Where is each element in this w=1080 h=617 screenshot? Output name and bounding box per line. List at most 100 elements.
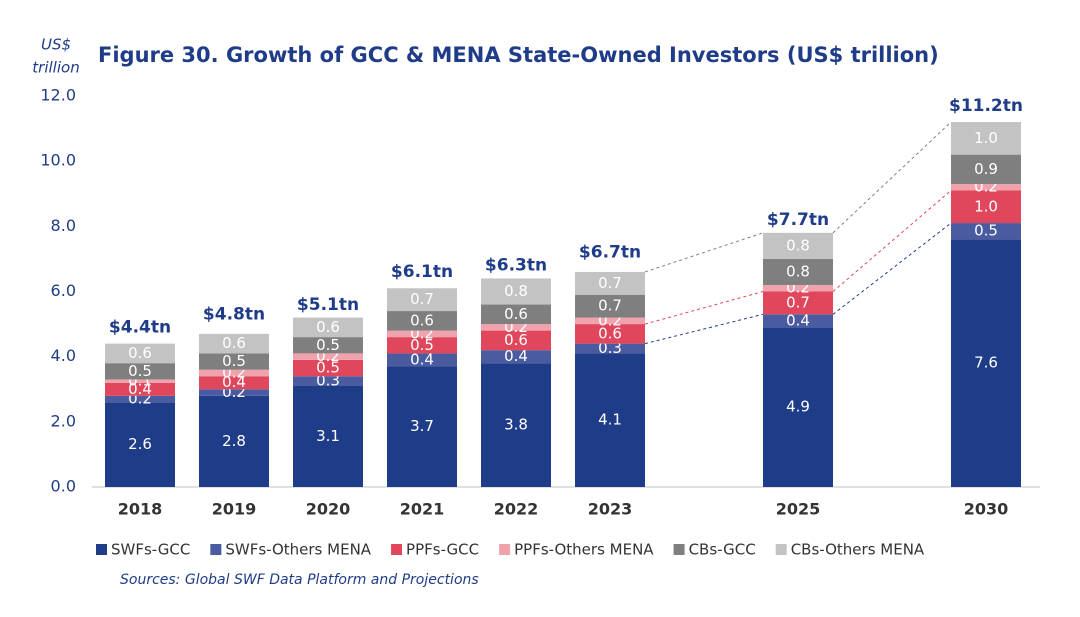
x-tick-label: 2020 — [306, 500, 351, 519]
bar-segment — [199, 333, 269, 354]
data-label: 4.9 — [786, 398, 810, 416]
bar-segment — [105, 382, 175, 396]
total-label: $4.8tn — [203, 305, 265, 325]
data-label: 0.8 — [504, 282, 528, 300]
total-label: $6.3tn — [485, 256, 547, 276]
bar-segment — [105, 363, 175, 380]
bar-segment — [951, 190, 1021, 224]
bar-segment — [293, 317, 363, 338]
bar-segment — [575, 324, 645, 344]
x-tick-label: 2019 — [212, 500, 257, 519]
bar-segment — [387, 366, 457, 487]
bar-segment — [105, 395, 175, 403]
bar-segment — [575, 343, 645, 354]
bar-segment — [575, 294, 645, 318]
data-label: 1.0 — [974, 197, 998, 215]
data-label: 3.8 — [504, 416, 528, 434]
y-tick-label: 4.0 — [51, 346, 76, 365]
bar-segment — [481, 350, 551, 364]
bar-segment — [387, 311, 457, 331]
x-tick-label: 2022 — [494, 500, 539, 519]
y-axis-label: trillion — [32, 59, 79, 77]
bar-segment — [481, 304, 551, 325]
connector — [832, 190, 952, 292]
legend-label: CBs-GCC — [689, 541, 756, 559]
legend-label: PPFs-GCC — [406, 541, 479, 559]
data-label: 0.6 — [598, 324, 622, 342]
bar-segment — [199, 353, 269, 370]
data-label: 2.6 — [128, 435, 152, 453]
total-label: $4.4tn — [109, 318, 171, 338]
legend-swatch — [96, 544, 107, 555]
legend-label: CBs-Others MENA — [791, 541, 925, 559]
data-label: 0.6 — [222, 334, 246, 352]
y-tick-label: 0.0 — [51, 477, 76, 496]
bar-segment — [951, 239, 1021, 487]
bar-segment — [199, 369, 269, 377]
connector — [644, 291, 764, 325]
data-label: 0.9 — [974, 160, 998, 178]
y-tick-label: 6.0 — [51, 281, 76, 300]
bar-segment — [575, 317, 645, 325]
bar-segment — [293, 359, 363, 377]
bar-segment — [951, 154, 1021, 184]
data-label: 0.6 — [504, 305, 528, 323]
connector — [832, 222, 952, 315]
data-label: 0.5 — [128, 362, 152, 380]
bar-segment — [763, 291, 833, 315]
total-label: $5.1tn — [297, 295, 359, 315]
data-label: 0.6 — [504, 331, 528, 349]
bar-segment — [105, 402, 175, 487]
bar-segment — [763, 232, 833, 259]
x-tick-label: 2023 — [588, 500, 633, 519]
y-tick-label: 10.0 — [40, 151, 76, 170]
y-axis-label: US$ — [41, 36, 71, 54]
data-label: 0.4 — [128, 380, 152, 398]
legend-label: SWFs-Others MENA — [225, 541, 371, 559]
bar-segment — [387, 337, 457, 354]
total-label: $6.1tn — [391, 262, 453, 282]
bar-segment — [199, 389, 269, 396]
source-note: Sources: Global SWF Data Platform and Pr… — [120, 572, 479, 588]
legend-swatch — [499, 544, 511, 555]
connector — [832, 121, 952, 234]
data-label: 0.7 — [598, 297, 622, 315]
legend-swatch — [673, 544, 685, 555]
y-tick-label: 12.0 — [40, 86, 76, 105]
total-label: $6.7tn — [579, 243, 641, 263]
bar-segment — [763, 284, 833, 292]
connector — [644, 313, 764, 345]
total-label: $11.2tn — [949, 96, 1023, 116]
bar-segment — [481, 324, 551, 331]
bar-segment — [387, 353, 457, 367]
data-label: 0.5 — [974, 222, 998, 240]
legend-swatch — [210, 544, 222, 555]
data-label: 0.5 — [222, 352, 246, 370]
data-label: 0.6 — [410, 311, 434, 329]
y-tick-label: 8.0 — [51, 216, 76, 235]
bar-segment — [293, 385, 363, 487]
data-label: 0.5 — [316, 359, 340, 377]
data-label: 2.8 — [222, 432, 246, 450]
legend-label: PPFs-Others MENA — [514, 541, 654, 559]
data-label: 3.7 — [410, 417, 434, 435]
bar-segment — [763, 314, 833, 328]
data-label: 0.4 — [786, 311, 810, 329]
data-label: 0.5 — [410, 336, 434, 354]
x-tick-label: 2025 — [776, 500, 821, 519]
data-label: 0.7 — [598, 274, 622, 292]
data-label: 0.8 — [786, 236, 810, 254]
data-label: 0.4 — [222, 373, 246, 391]
bar-segment — [763, 327, 833, 487]
data-label: 1.0 — [974, 129, 998, 147]
bar-segment — [481, 330, 551, 351]
data-label: 0.4 — [504, 347, 528, 365]
data-label: 0.6 — [316, 318, 340, 336]
bar-segment — [575, 353, 645, 487]
bar-segment — [293, 353, 363, 360]
data-label: 0.7 — [410, 290, 434, 308]
bar-segment — [763, 258, 833, 285]
bar-segment — [951, 183, 1021, 191]
bar-segment — [105, 379, 175, 383]
